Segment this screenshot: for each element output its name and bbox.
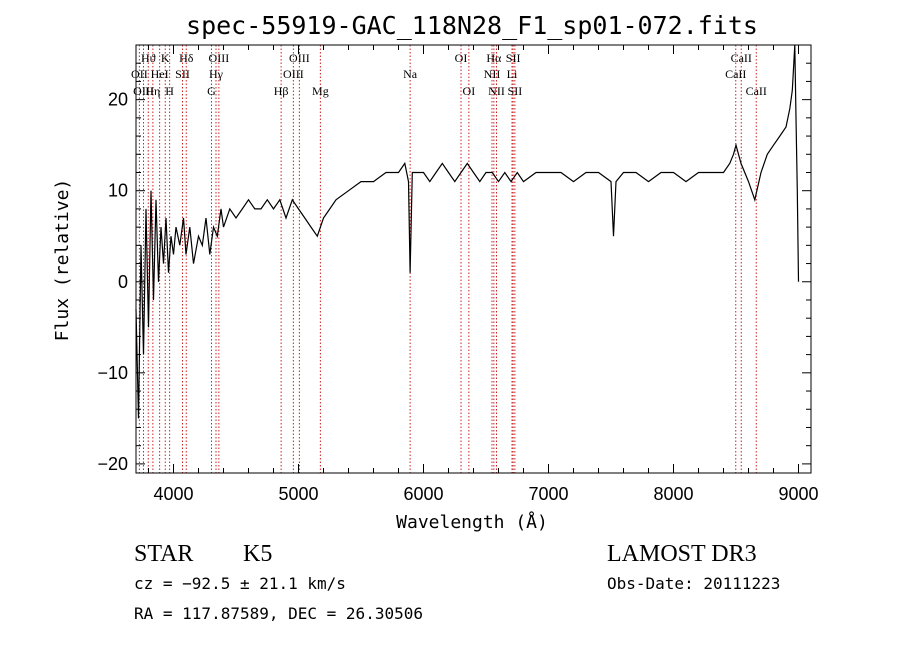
spectral-line-label: Mg <box>312 84 329 98</box>
spectral-line-markers <box>138 45 757 473</box>
object-class: STAR <box>134 541 193 567</box>
obs-date-text: Obs-Date: 20111223 <box>607 574 780 593</box>
object-subclass: K5 <box>243 541 272 567</box>
spectral-line-label: Hα <box>486 51 502 65</box>
spectral-line-label: SII <box>175 67 190 81</box>
y-tick-label: −20 <box>97 454 128 474</box>
spectral-line-label: OIII <box>289 51 310 65</box>
x-tick-label: 5000 <box>278 484 318 504</box>
spectral-line-label: HeI <box>151 67 169 81</box>
x-axis-label: Wavelength (Å) <box>396 511 548 533</box>
spectral-line-label: OI <box>463 84 476 98</box>
axis-ticks: 4000 5000 6000 7000 8000 9000 −20 −10 0 10 20 <box>97 45 819 504</box>
y-tick-label: 20 <box>108 90 128 110</box>
spectral-line-label: Hη <box>145 84 160 98</box>
spectral-line-label: CaII <box>731 51 752 65</box>
spectral-line-label: G <box>207 84 216 98</box>
x-tick-label: 4000 <box>153 484 193 504</box>
x-tick-label: 7000 <box>528 484 568 504</box>
survey-label: LAMOST DR3 <box>607 541 757 567</box>
x-tick-label: 8000 <box>653 484 693 504</box>
x-tick-label: 9000 <box>778 484 818 504</box>
y-tick-label: 10 <box>108 181 128 201</box>
spectral-line-label: Hϑ <box>141 51 156 65</box>
y-tick-label: −10 <box>97 363 128 383</box>
spectral-line-label: OII <box>131 67 148 81</box>
spectral-line-label: CaII <box>725 67 746 81</box>
spectral-line-label: H <box>165 84 174 98</box>
plot-frame <box>135 44 812 474</box>
spectral-line-label: Hδ <box>179 51 194 65</box>
y-tick-label: 0 <box>118 272 128 292</box>
spectral-line-label: OIII <box>133 84 154 98</box>
y-axis-label: Flux (relative) <box>52 179 73 342</box>
spectral-line-label: K <box>161 51 170 65</box>
spectral-line-label: Hβ <box>274 84 289 98</box>
spectral-line-label: NII <box>484 67 501 81</box>
spectral-line-label: OI <box>455 51 468 65</box>
spectral-line-label: SII <box>506 51 521 65</box>
redshift-text: cz = −92.5 ± 21.1 km/s <box>134 574 346 593</box>
spectral-line-label: Hγ <box>209 67 224 81</box>
spectral-line-label: Na <box>403 67 418 81</box>
spectral-line-label: OIII <box>209 51 230 65</box>
spectrum-series-line <box>135 44 800 419</box>
spectral-line-label: SII <box>508 84 523 98</box>
spectral-line-label: OIII <box>283 67 304 81</box>
chart-title: spec-55919-GAC_118N28_F1_sp01-072.fits <box>186 11 758 40</box>
spectral-line-label: CaII <box>746 84 767 98</box>
spectral-line-label: Li <box>507 67 518 81</box>
spectral-line-label: NII <box>488 84 505 98</box>
coords-text: RA = 117.87589, DEC = 26.30506 <box>134 604 423 623</box>
x-tick-label: 6000 <box>403 484 443 504</box>
